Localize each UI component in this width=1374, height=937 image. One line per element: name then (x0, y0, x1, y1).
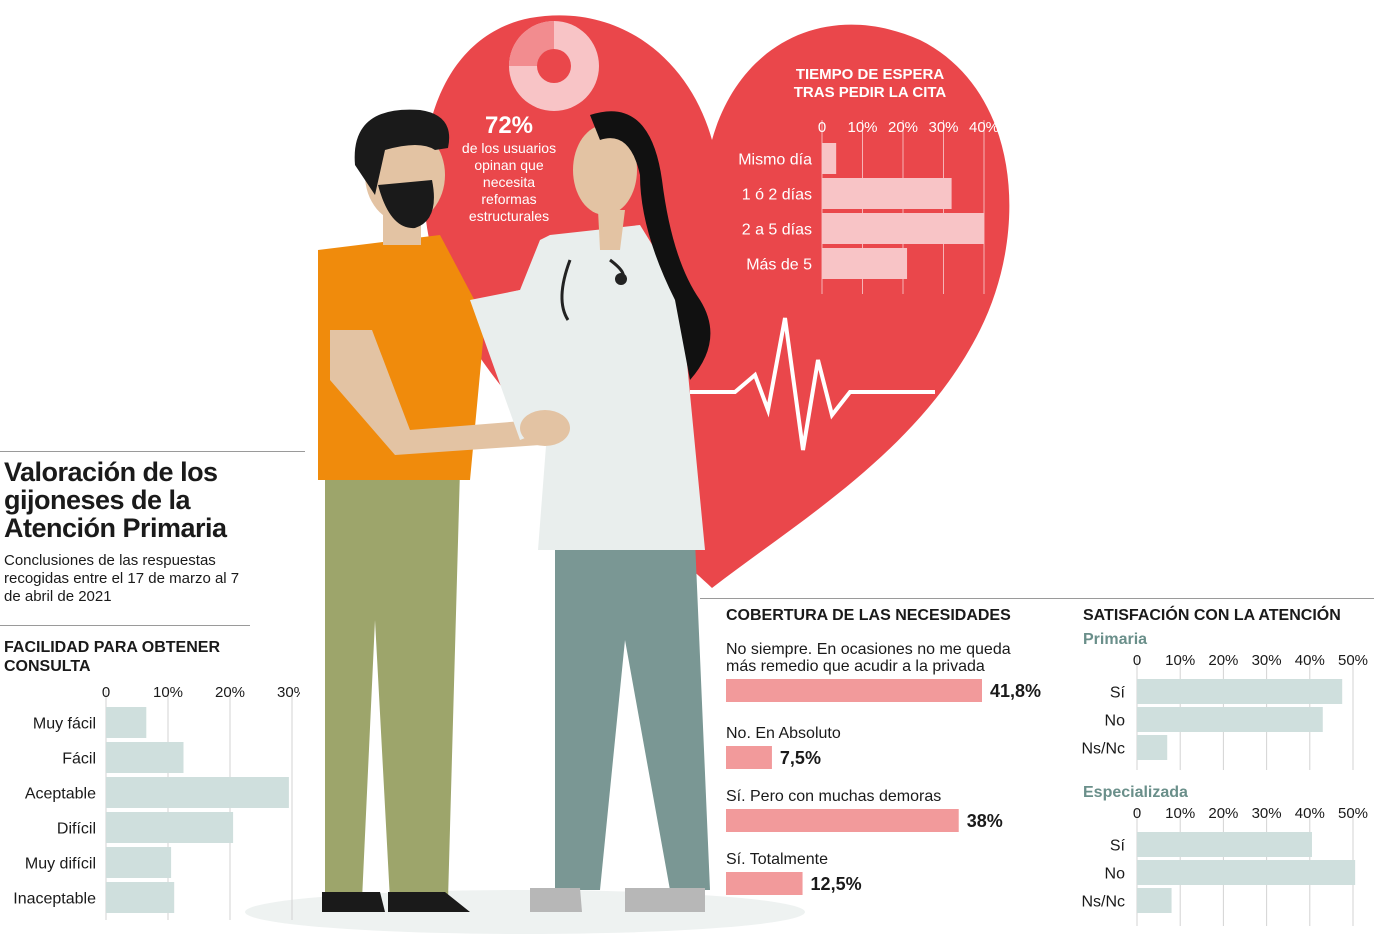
bar (726, 809, 959, 832)
specialized-satisfaction-chart: 0 10% 20% 30% 40% 50% Sí No Ns/Nc (1081, 805, 1368, 926)
tick-label: 40% (1295, 652, 1325, 669)
bar (726, 872, 803, 895)
bar (1137, 735, 1168, 760)
section-rule-right (700, 598, 1374, 599)
tick-label: 20% (215, 684, 245, 701)
category-label: Sí. Pero con muchas demoras (726, 788, 941, 805)
category-label: 2 a 5 días (742, 222, 812, 239)
bar (1137, 860, 1356, 885)
ease-chart: 0 10% 20% 30% Muy fácil Fácil Aceptable Difícil… (13, 684, 300, 920)
tick-label: 30% (928, 119, 958, 136)
bar (1137, 707, 1323, 732)
tick-label: 50% (1338, 805, 1368, 822)
tick-label: 30% (1252, 652, 1282, 669)
annotation-percent: 72% (484, 112, 534, 139)
tick-label: 30% (1252, 805, 1282, 822)
page-subtitle: Conclusiones de las respuestas recogidas… (4, 552, 240, 605)
bar (822, 178, 952, 209)
coverage-chart: No siempre. En ocasiones no me quedamás … (726, 641, 1041, 895)
category-label: Inaceptable (13, 891, 96, 908)
tick-label: 10% (153, 684, 183, 701)
bar (822, 213, 984, 244)
primaria-label: Primaria (1083, 631, 1148, 648)
category-label: Sí. Totalmente (726, 851, 828, 868)
satisfaction-chart-title: SATISFACIÓN CON LA ATENCIÓN (1083, 607, 1341, 624)
bar (726, 679, 982, 702)
tick-label: 40% (969, 119, 999, 136)
value-label: 7,5% (780, 748, 821, 768)
annotation-text: de los usuarios opinan que necesita refo… (461, 140, 557, 224)
doctor-figure (470, 111, 711, 912)
value-label: 12,5% (811, 874, 862, 894)
category-label: Sí (1110, 685, 1126, 702)
category-label: Muy fácil (33, 716, 96, 733)
title-rule (0, 451, 305, 452)
tick-label: 0 (1133, 652, 1141, 669)
section-rule-left (0, 625, 250, 626)
bar (106, 882, 175, 913)
tick-label: 10% (847, 119, 877, 136)
category-label: No (1105, 866, 1126, 883)
bar (726, 746, 772, 769)
category-label: Muy difícil (25, 856, 96, 873)
heartbeat-line (690, 317, 935, 451)
tick-label: 0 (818, 119, 826, 136)
tick-label: 10% (1165, 652, 1195, 669)
category-label: 1 ó 2 días (742, 187, 812, 204)
category-label: No siempre. En ocasiones no me queda (726, 641, 1011, 658)
category-label: Fácil (62, 751, 96, 768)
wait-chart-title: TIEMPO DE ESPERA TRAS PEDIR LA CITA (793, 66, 947, 101)
bar (106, 847, 172, 878)
bar (106, 707, 147, 738)
tick-label: 10% (1165, 805, 1195, 822)
category-label: Ns/Nc (1081, 741, 1125, 758)
bar (1137, 832, 1312, 857)
category-label: Mismo día (738, 152, 812, 169)
coverage-chart-title: COBERTURA DE LAS NECESIDADES (726, 607, 1011, 624)
tick-label: 20% (1208, 652, 1238, 669)
value-label: 41,8% (990, 681, 1041, 701)
category-label: Difícil (57, 821, 96, 838)
ease-chart-title: FACILIDAD PARA OBTENER CONSULTA (4, 639, 220, 675)
bar (822, 143, 837, 174)
category-label: No. En Absoluto (726, 725, 841, 742)
category-label: Aceptable (25, 786, 96, 803)
page-title: Valoración de los gijoneses de la Atenci… (4, 457, 227, 543)
category-label: Sí (1110, 838, 1126, 855)
tick-label: 40% (1295, 805, 1325, 822)
tick-label: 30% (277, 684, 300, 701)
bar (106, 812, 234, 843)
value-label: 38% (967, 811, 1003, 831)
tick-label: 20% (888, 119, 918, 136)
bar (1137, 679, 1343, 704)
category-label: No (1105, 713, 1126, 730)
wait-chart: 0 10% 20% 30% 40% Mismo día 1 ó 2 días 2 a 5 dí… (738, 119, 999, 294)
donut-chart-icon (509, 21, 599, 111)
category-label: Ns/Nc (1081, 894, 1125, 911)
category-label: Más de 5 (746, 257, 812, 274)
tick-label: 0 (102, 684, 110, 701)
bar (1137, 888, 1172, 913)
man-figure (318, 109, 540, 912)
primary-satisfaction-chart: 0 10% 20% 30% 40% 50% Sí No Ns/Nc (1081, 652, 1368, 770)
annotation: 72% de los usuarios opinan que necesita … (455, 112, 563, 225)
especializada-label: Especializada (1083, 784, 1188, 801)
bar (106, 742, 184, 773)
bar (822, 248, 908, 279)
bar (106, 777, 289, 808)
category-label: más remedio que acudir a la privada (726, 658, 985, 675)
tick-label: 50% (1338, 652, 1368, 669)
tick-label: 0 (1133, 805, 1141, 822)
tick-label: 20% (1208, 805, 1238, 822)
